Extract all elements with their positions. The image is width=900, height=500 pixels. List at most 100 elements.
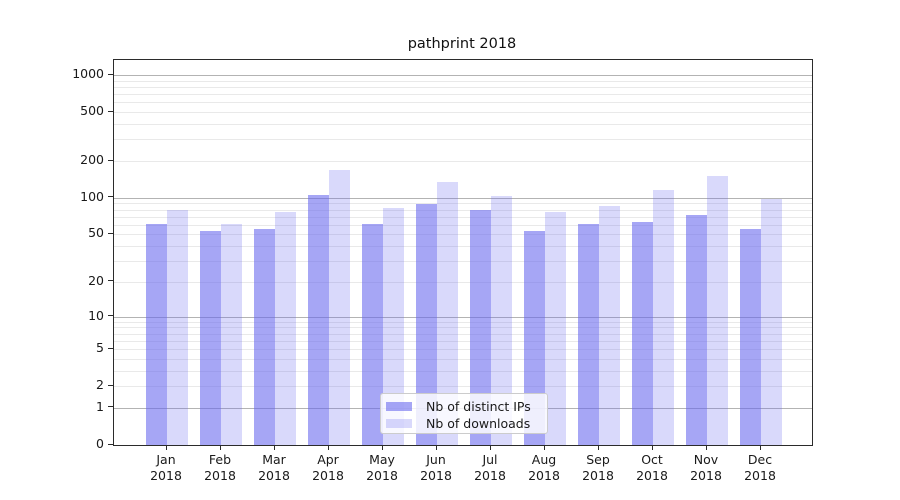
bar-downloads-jul <box>491 196 512 445</box>
grid-line-minor <box>114 80 812 82</box>
legend-swatch-distinct-ips <box>386 401 412 411</box>
bar-downloads-jan <box>167 210 188 445</box>
y-tick-label: 10 <box>88 307 104 323</box>
x-tick-label-sep: Sep 2018 <box>582 452 614 483</box>
grid-line-minor <box>114 112 812 114</box>
legend-entry-distinct-ips: Nb of distinct IPs <box>386 398 540 415</box>
grid-line-minor <box>114 261 812 263</box>
bar-ips-sep <box>578 223 599 445</box>
x-tick-label-jul: Jul 2018 <box>474 452 506 483</box>
grid-line-minor <box>114 86 812 88</box>
y-tick-label: 0 <box>96 436 104 451</box>
x-tick-mark <box>381 445 383 450</box>
grid-line-minor <box>114 216 812 218</box>
grid-line-minor <box>114 94 812 96</box>
bar-downloads-feb <box>221 223 242 445</box>
y-tick-label: 200 <box>80 152 104 168</box>
grid-line-minor <box>114 203 812 205</box>
bar-ips-feb <box>200 231 221 445</box>
y-tick-label: 5 <box>96 340 104 356</box>
bar-downloads-apr <box>329 170 350 445</box>
x-tick-label-jan: Jan 2018 <box>150 452 182 483</box>
bar-downloads-jun <box>437 182 458 445</box>
y-tick-label: 1 <box>96 398 104 414</box>
grid-line-minor <box>114 281 812 283</box>
grid-line-minor <box>114 340 812 342</box>
bar-ips-nov <box>686 215 707 445</box>
y-tick-mark <box>108 384 113 386</box>
x-tick-label-dec: Dec 2018 <box>744 452 776 483</box>
bar-ips-oct <box>632 222 653 445</box>
grid-line-minor <box>114 370 812 372</box>
bar-downloads-sep <box>599 205 620 445</box>
x-tick-label-may: May 2018 <box>366 452 398 483</box>
y-tick-mark <box>108 280 113 282</box>
x-tick-mark <box>543 445 545 450</box>
y-tick-mark <box>108 73 113 75</box>
y-tick-mark <box>108 347 113 349</box>
x-tick-mark <box>651 445 653 450</box>
x-tick-mark <box>489 445 491 450</box>
legend-entry-downloads: Nb of downloads <box>386 415 540 432</box>
bar-ips-aug <box>524 231 545 445</box>
grid-line-major <box>114 75 812 77</box>
grid-line-minor <box>114 161 812 163</box>
x-tick-mark <box>327 445 329 450</box>
legend: Nb of distinct IPs Nb of downloads <box>380 393 548 434</box>
x-tick-label-apr: Apr 2018 <box>312 452 344 483</box>
x-tick-mark <box>273 445 275 450</box>
y-tick-label: 50 <box>88 225 104 241</box>
grid-line-minor <box>114 102 812 104</box>
bar-ips-jul <box>470 209 491 445</box>
legend-swatch-downloads <box>386 419 412 428</box>
bar-downloads-aug <box>545 212 566 445</box>
y-tick-label: 20 <box>88 272 104 288</box>
x-tick-label-oct: Oct 2018 <box>636 452 668 483</box>
grid-line-minor <box>114 349 812 351</box>
grid-line-minor <box>114 124 812 126</box>
grid-line-minor <box>114 234 812 236</box>
bar-ips-mar <box>254 228 275 445</box>
chart-title: pathprint 2018 <box>407 36 517 52</box>
x-tick-label-aug: Aug 2018 <box>528 452 560 483</box>
y-tick-mark <box>108 110 113 112</box>
x-tick-label-nov: Nov 2018 <box>690 452 722 483</box>
bar-ips-jan <box>146 223 167 445</box>
grid-line-minor <box>114 358 812 360</box>
bar-ips-jun <box>416 204 437 445</box>
y-tick-label: 2 <box>96 377 104 393</box>
grid-line-minor <box>114 209 812 211</box>
x-tick-label-mar: Mar 2018 <box>258 452 290 483</box>
y-tick-mark <box>108 232 113 234</box>
x-tick-label-feb: Feb 2018 <box>204 452 236 483</box>
grid-line-minor <box>114 386 812 388</box>
grid-line-minor <box>114 321 812 323</box>
bar-ips-may <box>362 223 383 445</box>
y-tick-label: 1000 <box>72 66 104 82</box>
x-tick-label-jun: Jun 2018 <box>420 452 452 483</box>
x-tick-mark <box>759 445 761 450</box>
grid-line-minor <box>114 333 812 335</box>
y-tick-label: 500 <box>80 103 104 119</box>
y-tick-label: 100 <box>80 188 104 204</box>
grid-line-minor <box>114 139 812 141</box>
x-tick-mark <box>165 445 167 450</box>
x-tick-mark <box>219 445 221 450</box>
y-tick-mark <box>108 159 113 161</box>
grid-line-major <box>114 316 812 318</box>
y-tick-mark <box>108 196 113 198</box>
bar-downloads-dec <box>761 198 782 445</box>
x-tick-mark <box>597 445 599 450</box>
grid-line-major <box>114 197 812 199</box>
plot-area: Nb of distinct IPs Nb of downloads <box>113 59 813 446</box>
bar-downloads-may <box>383 208 404 445</box>
legend-label-downloads: Nb of downloads <box>426 416 531 431</box>
y-tick-mark <box>108 406 113 408</box>
y-tick-mark <box>108 315 113 317</box>
legend-label-distinct-ips: Nb of distinct IPs <box>426 398 531 414</box>
x-tick-mark <box>705 445 707 450</box>
bar-downloads-nov <box>707 175 728 445</box>
bar-ips-apr <box>308 195 329 445</box>
bar-downloads-oct <box>653 189 674 445</box>
